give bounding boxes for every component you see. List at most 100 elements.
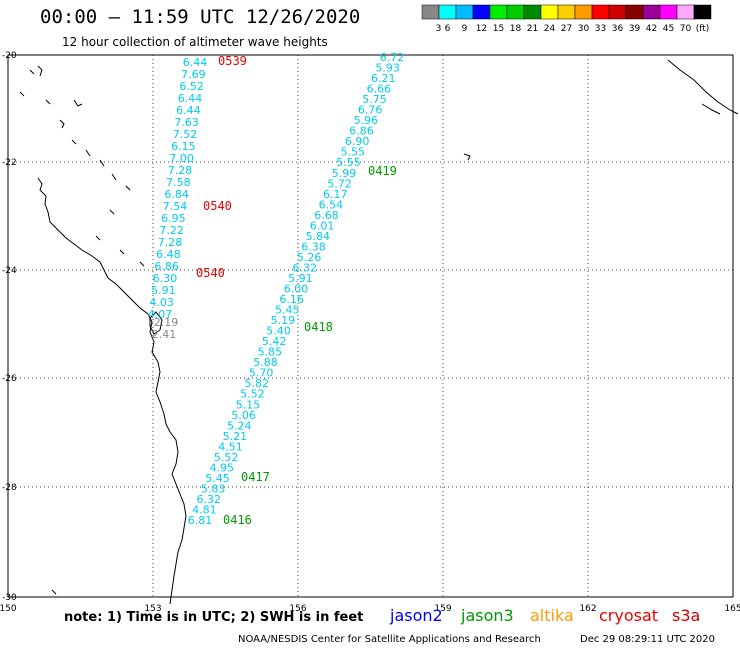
wave-height-value: 5.40 bbox=[266, 325, 291, 338]
wave-height-value: 6.44 bbox=[176, 104, 201, 117]
wave-height-value: 6.32 bbox=[292, 261, 317, 274]
lon-label: 156 bbox=[289, 604, 306, 614]
page-title: 00:00 – 11:59 UTC 12/26/2020 bbox=[40, 6, 361, 28]
wave-height-value: 6.76 bbox=[358, 104, 383, 117]
wave-height-value: 5.55 bbox=[336, 156, 361, 169]
lat-label: -28 bbox=[2, 483, 17, 493]
footer-credit: NOAA/NESDIS Center for Satellite Applica… bbox=[238, 634, 541, 645]
scale-swatch bbox=[625, 4, 644, 20]
reef-fragment bbox=[111, 173, 117, 181]
scale-swatch bbox=[642, 4, 661, 20]
satellite-label-jason3: jason3 bbox=[461, 606, 514, 625]
scale-label: 24 bbox=[544, 24, 556, 34]
scale-label: 36 bbox=[612, 24, 624, 34]
lat-label: -26 bbox=[2, 374, 17, 384]
wave-height-value: 6.66 bbox=[367, 83, 392, 96]
scale-swatch bbox=[540, 4, 559, 20]
wave-height-value: 5.72 bbox=[327, 177, 352, 190]
wave-height-value: 6.90 bbox=[345, 135, 370, 148]
satellite-label-jason2: jason2 bbox=[390, 606, 443, 625]
page-subtitle: 12 hour collection of altimeter wave hei… bbox=[62, 35, 328, 49]
scale-swatch bbox=[659, 4, 678, 20]
island bbox=[51, 589, 57, 595]
scale-label: 45 bbox=[663, 24, 674, 34]
color-scale-legend: 3 6 9 12 15 18 21 24 27 30 33 36 39 42 45 70 (ft) bbox=[421, 4, 712, 34]
coastline bbox=[19, 59, 739, 605]
scale-label: 18 bbox=[510, 24, 522, 34]
wave-height-value: 5.96 bbox=[354, 114, 379, 127]
wave-height-value: 7.22 bbox=[159, 224, 184, 237]
pass-time-labels: 0539 0540 0540 0419 0418 0417 0416 bbox=[196, 54, 397, 527]
fraser-island bbox=[149, 311, 163, 335]
scale-label: 70 bbox=[680, 24, 692, 34]
island bbox=[463, 153, 471, 161]
wave-height-value: 6.44 bbox=[183, 56, 208, 69]
wave-height-value: 6.86 bbox=[349, 125, 374, 138]
scale-label: 39 bbox=[629, 24, 641, 34]
wave-height-value: 6.32 bbox=[196, 493, 221, 506]
pass-time-label: 0419 bbox=[368, 164, 397, 178]
pass-time-label: 0417 bbox=[241, 470, 270, 484]
reef-fragment bbox=[119, 249, 125, 255]
scale-label: 9 bbox=[462, 24, 468, 34]
reef-fragment bbox=[59, 119, 65, 129]
pass-time-label: 0540 bbox=[203, 199, 232, 213]
pass-time-label: 0539 bbox=[218, 54, 247, 68]
wave-height-value: 6.54 bbox=[319, 198, 344, 211]
wave-height-value: 5.85 bbox=[258, 346, 283, 359]
new-caledonia bbox=[667, 59, 739, 115]
scale-swatch bbox=[523, 4, 542, 20]
wave-height-value: 6.01 bbox=[310, 219, 335, 232]
wave-height-value: 6.84 bbox=[164, 188, 189, 201]
wave-height-value: 6.86 bbox=[154, 260, 179, 273]
wave-height-value: 5.52 bbox=[240, 388, 265, 401]
scale-swatch bbox=[506, 4, 525, 20]
reef-fragment bbox=[109, 209, 115, 215]
scale-swatch bbox=[591, 4, 610, 20]
wave-height-value: 4.81 bbox=[192, 503, 217, 516]
satellite-label-s3a: s3a bbox=[672, 606, 701, 625]
wave-height-value: 4.51 bbox=[218, 440, 243, 453]
scale-swatch bbox=[693, 4, 712, 20]
lon-label: 165 bbox=[724, 604, 740, 614]
wave-height-value: 6.38 bbox=[301, 240, 326, 253]
wave-height-value: 5.15 bbox=[236, 398, 261, 411]
wave-height-value: 6.81 bbox=[188, 514, 213, 527]
pass-time-label: 0540 bbox=[196, 266, 225, 280]
wave-height-value: 5.45 bbox=[205, 472, 230, 485]
wave-height-value: 4.95 bbox=[210, 461, 235, 474]
wave-height-value: 5.42 bbox=[262, 335, 287, 348]
reef-fragment bbox=[99, 159, 105, 167]
altimeter-tracks: 6.447.696.526.446.447.637.526.157.007.28… bbox=[148, 51, 405, 527]
wave-height-value: 5.19 bbox=[271, 314, 296, 327]
wave-height-value: 5.52 bbox=[214, 451, 239, 464]
reef-fragment bbox=[37, 65, 43, 77]
lon-label: 162 bbox=[579, 604, 596, 614]
wave-height-value: 5.06 bbox=[231, 409, 256, 422]
scale-swatch bbox=[608, 4, 627, 20]
wave-height-value: 7.69 bbox=[181, 68, 206, 81]
scale-label: 3 bbox=[436, 24, 442, 34]
scale-label: 27 bbox=[561, 24, 572, 34]
new-caledonia-south bbox=[701, 103, 721, 115]
wave-height-value: 5.84 bbox=[306, 230, 331, 243]
scale-label: 15 bbox=[493, 24, 504, 34]
pass-time-label: 0416 bbox=[223, 513, 252, 527]
wave-height-value: 4.07 bbox=[148, 308, 173, 321]
scale-swatch bbox=[574, 4, 593, 20]
reef-fragment bbox=[73, 99, 83, 107]
australia-coastline bbox=[37, 177, 187, 605]
wave-height-value: 6.68 bbox=[314, 209, 339, 222]
scale-swatch bbox=[557, 4, 576, 20]
wave-height-value: 6.21 bbox=[371, 72, 396, 85]
wave-height-value: 5.82 bbox=[244, 377, 269, 390]
wave-height-value: 5.91 bbox=[151, 284, 176, 297]
wave-height-value: 6.48 bbox=[156, 248, 181, 261]
reef-fragment bbox=[19, 91, 25, 97]
wave-height-value: 2.41 bbox=[152, 328, 177, 341]
wave-height-value: 5.93 bbox=[375, 62, 400, 75]
reef-fragment bbox=[45, 99, 51, 105]
scale-swatch bbox=[676, 4, 695, 20]
wave-height-value: 7.00 bbox=[169, 152, 194, 165]
